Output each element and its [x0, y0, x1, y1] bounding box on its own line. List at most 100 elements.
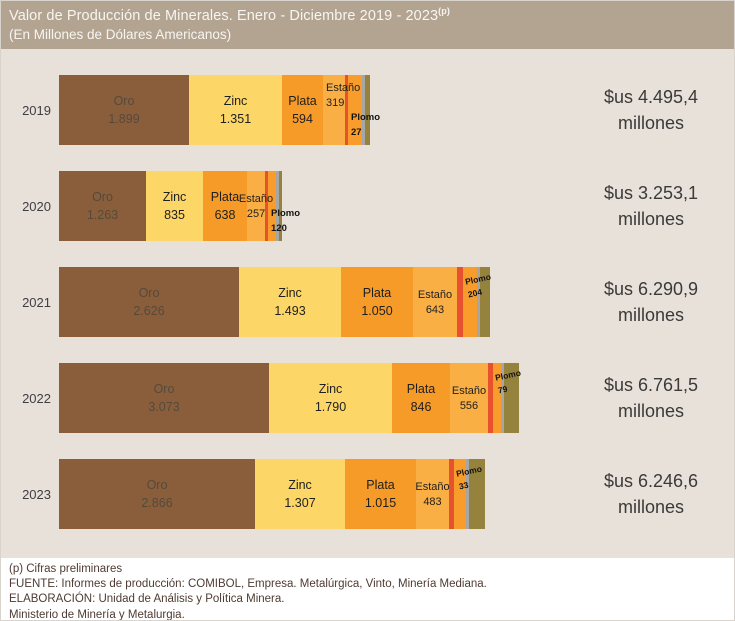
year-label: 2023: [22, 486, 51, 502]
segment-otros_olive: [504, 363, 519, 433]
segment-value: 1.351: [219, 112, 252, 126]
stacked-bar: Oro 2.626 Zinc 1.493 Plata 1.050 Estaño 643 Plom…: [59, 267, 492, 337]
segment-otros_gray: [362, 75, 365, 145]
segment-label: Plomo: [351, 112, 381, 123]
segment-label-block: Zinc 1.790: [269, 363, 392, 433]
segment-label-block: Plata 1.050: [341, 267, 413, 337]
segment-oro: Oro 2.626: [59, 267, 239, 337]
total-label: $us 6.246,6 millones: [572, 468, 730, 520]
segment-label: Plata: [362, 286, 392, 300]
segment-otros_gray: [276, 171, 279, 241]
segment-otros_red: [265, 171, 268, 241]
segment-value: 846: [410, 400, 432, 414]
segment-otros_olive: [365, 75, 370, 145]
segment-zinc: Zinc 1.790: [269, 363, 392, 433]
total-value: $us 6.246,6: [603, 471, 699, 491]
segment-value: 594: [292, 112, 313, 126]
segment-value: 1.015: [364, 496, 397, 510]
total-label: $us 4.495,4 millones: [572, 84, 730, 136]
segment-otros_red: [449, 459, 454, 529]
segment-label: Plata: [366, 478, 395, 492]
year-label: 2021: [22, 294, 51, 310]
segment-otros_olive: [480, 267, 490, 337]
segment-label-block: Oro 2.866: [59, 459, 255, 529]
total-value: $us 6.761,5: [603, 375, 699, 395]
segment-plomo: Plomo 27: [348, 75, 380, 145]
bar-row-2021: 2021 Oro 2.626 Zinc 1.493 Plata 1.050 Estaño 643…: [9, 267, 734, 337]
segment-estano: Estaño 257: [239, 171, 273, 241]
segment-plomo: Plomo 33: [454, 459, 483, 529]
segment-label-block: Plata 1.015: [345, 459, 416, 529]
total-unit: millones: [617, 113, 685, 133]
segment-value: 27: [351, 126, 362, 138]
segment-label-block: Estaño 257: [239, 171, 273, 241]
total-label: $us 6.290,9 millones: [572, 276, 730, 328]
segment-oro: Oro 2.866: [59, 459, 255, 529]
segment-value: 643: [425, 303, 445, 316]
segment-label-block: Zinc 835: [146, 171, 203, 241]
segment-value: 1.050: [361, 304, 393, 318]
segment-label: Estaño: [326, 82, 361, 94]
chart-area: 2019 Oro 1.899 Zinc 1.351 Plata 594 Estaño 319 Pl…: [1, 49, 734, 558]
segment-otros_red: [457, 267, 463, 337]
segment-estano: Estaño 483: [415, 459, 450, 529]
segment-label: Zinc: [318, 382, 343, 396]
segment-label: Oro: [113, 94, 135, 108]
total-label: $us 6.761,5 millones: [572, 372, 730, 424]
segment-plata: Plata 1.050: [341, 267, 413, 337]
segment-label-block: Zinc 1.307: [255, 459, 345, 529]
segment-label-block: Plata 846: [392, 363, 450, 433]
segment-label-block: Oro 2.626: [59, 267, 239, 337]
total-label: $us 3.253,1 millones: [572, 180, 730, 232]
segment-zinc: Zinc 1.307: [255, 459, 345, 529]
segment-label-block: Oro 3.073: [59, 363, 269, 433]
bar-row-2022: 2022 Oro 3.073 Zinc 1.790 Plata 846 Estaño 556 Pl…: [9, 363, 734, 433]
segment-label: Zinc: [223, 94, 248, 108]
segment-label: Zinc: [162, 190, 187, 204]
segment-value: 3.073: [148, 400, 180, 414]
segment-label-block: Plomo 33: [455, 463, 486, 493]
page-title: Valor de Producción de Minerales. Enero …: [9, 6, 724, 24]
segment-plomo: Plomo 204: [463, 267, 492, 337]
segment-label-block: Plomo 120: [271, 207, 300, 236]
segment-otros_gray: [477, 267, 480, 337]
segment-otros_red: [345, 75, 348, 145]
segment-label: Estaño: [415, 480, 450, 493]
segment-value: 120: [271, 222, 287, 234]
segment-estano: Estaño 319: [323, 75, 360, 145]
segment-label-block: Oro 1.899: [59, 75, 189, 145]
segment-plomo: Plomo 79: [493, 363, 522, 433]
segment-plata: Plata 638: [203, 171, 247, 241]
segment-label: Plata: [406, 382, 436, 396]
segment-otros_gray: [466, 459, 469, 529]
segment-label: Estaño: [451, 384, 487, 397]
segment-zinc: Zinc 1.493: [239, 267, 341, 337]
bar-row-2019: 2019 Oro 1.899 Zinc 1.351 Plata 594 Estaño 319 Pl…: [9, 75, 734, 145]
segment-estano: Estaño 556: [450, 363, 488, 433]
chart-rows: 2019 Oro 1.899 Zinc 1.351 Plata 594 Estaño 319 Pl…: [9, 75, 734, 529]
total-unit: millones: [617, 209, 685, 229]
segment-label-block: Estaño 319: [326, 81, 360, 112]
segment-label: Estaño: [417, 288, 453, 301]
segment-label: Plomo: [271, 208, 301, 219]
total-value: $us 3.253,1: [603, 183, 699, 203]
year-label: 2020: [22, 198, 51, 214]
segment-value: 2.626: [133, 304, 165, 318]
segment-label: Oro: [138, 286, 160, 300]
segment-label: Estaño: [238, 192, 274, 205]
segment-label: Oro: [92, 190, 113, 204]
segment-label-block: Estaño 483: [415, 459, 450, 529]
total-value: $us 6.290,9: [603, 279, 699, 299]
segment-label-block: Plomo 27: [351, 111, 380, 140]
segment-value: 1.307: [284, 496, 316, 510]
segment-oro: Oro 1.263: [59, 171, 146, 241]
total-unit: millones: [617, 401, 685, 421]
page-title-text: Valor de Producción de Minerales. Enero …: [9, 7, 439, 24]
footer: (p) Cifras preliminares FUENTE: Informes…: [1, 558, 734, 620]
segment-oro: Oro 1.899: [59, 75, 189, 145]
segment-plomo: Plomo 120: [268, 171, 300, 241]
segment-value: 1.493: [274, 304, 306, 318]
segment-value: 835: [164, 208, 185, 222]
segment-label: Zinc: [278, 286, 302, 300]
segment-label: Oro: [146, 478, 168, 492]
